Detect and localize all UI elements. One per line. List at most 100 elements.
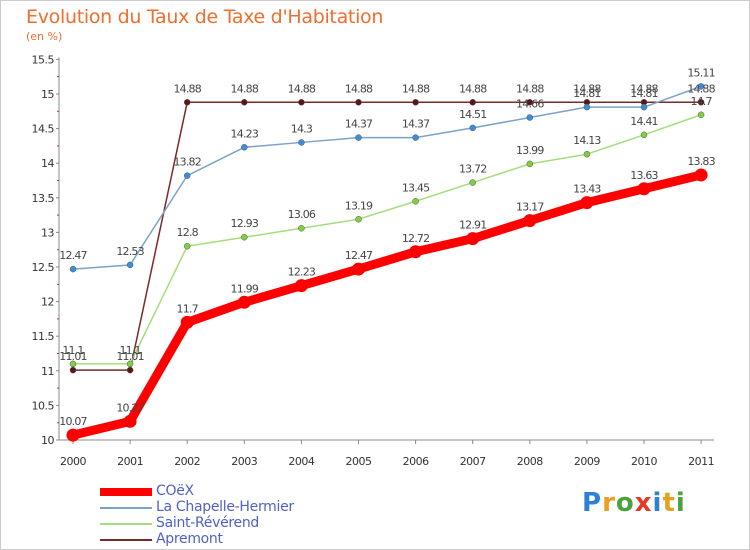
legend-swatch — [100, 488, 152, 496]
data-point — [126, 360, 134, 368]
data-label: 11.7 — [177, 302, 199, 315]
data-label: 14.88 — [573, 82, 601, 95]
brand-logo: Proxiti — [582, 488, 686, 518]
data-point — [583, 150, 591, 158]
brand-letter: P — [582, 488, 603, 518]
legend-label: Apremont — [156, 531, 223, 547]
data-point — [352, 262, 365, 276]
x-tick-label: 2003 — [231, 455, 257, 468]
data-point — [183, 99, 191, 106]
data-label: 14.7 — [690, 95, 712, 108]
y-tick-label: 10 — [41, 434, 54, 447]
x-tick-label: 2004 — [288, 455, 314, 468]
series-line — [72, 101, 702, 371]
data-point — [241, 99, 248, 106]
data-label: 13.72 — [459, 163, 487, 176]
data-label: 13.83 — [687, 155, 715, 168]
x-tick-label: 2010 — [631, 455, 657, 468]
data-point — [469, 124, 476, 132]
data-point — [469, 179, 476, 186]
data-label: 10.07 — [59, 415, 87, 428]
y-tick-label: 11.5 — [32, 330, 55, 343]
legend-label: Saint-Révérend — [156, 515, 260, 531]
data-point — [412, 134, 419, 141]
data-label: 14.66 — [516, 98, 544, 111]
legend-label: La Chapelle-Hermier — [156, 499, 294, 515]
data-point — [355, 134, 362, 141]
data-point — [469, 99, 476, 106]
y-tick-label: 13 — [41, 226, 54, 239]
data-point — [697, 83, 705, 90]
data-label: 13.63 — [630, 169, 658, 182]
data-point — [523, 214, 537, 228]
data-label: 14.88 — [173, 82, 201, 95]
data-label: 14.88 — [288, 82, 316, 95]
data-label: 14.23 — [231, 127, 259, 140]
axes: 10 10.5 11 11.5 12 12.5 13 13.5 14 14.5 15 15.5 2000… — [32, 53, 715, 468]
data-point — [583, 103, 591, 111]
data-point — [697, 99, 705, 106]
data-label: 15.11 — [687, 66, 715, 79]
data-point — [183, 242, 191, 250]
data-label: 14.81 — [573, 87, 601, 100]
brand-letter: r — [602, 488, 616, 518]
series-lines — [68, 85, 706, 440]
data-point — [640, 103, 648, 111]
data-label: 11.1 — [62, 344, 83, 357]
data-point — [355, 99, 362, 106]
data-label: 14.81 — [630, 87, 658, 100]
data-point — [526, 114, 534, 121]
x-tick-label: 2007 — [460, 455, 486, 468]
data-point — [298, 99, 305, 106]
legend-swatch — [100, 523, 152, 525]
x-tick-label: 2008 — [517, 455, 543, 468]
series-line — [68, 170, 706, 440]
data-point — [697, 111, 705, 119]
data-point — [637, 182, 651, 196]
data-point — [526, 160, 534, 168]
data-label: 13.19 — [345, 199, 373, 212]
data-label: 14.88 — [516, 82, 544, 95]
data-point — [183, 172, 191, 179]
series-line — [72, 114, 702, 365]
data-label: 14.3 — [291, 122, 313, 135]
data-labels: 11.01 11.01 14.88 14.88 14.88 14.88 14.88 14.88… — [59, 66, 716, 428]
series-markers — [66, 83, 708, 442]
data-label: 13.06 — [288, 208, 316, 221]
x-tick-label: 2011 — [688, 455, 714, 468]
data-label: 14.41 — [630, 115, 658, 128]
data-label: 14.37 — [345, 118, 373, 131]
data-point — [69, 360, 77, 368]
data-label: 12.23 — [288, 266, 316, 279]
x-tick-label: 2000 — [60, 455, 86, 468]
data-label: 12.47 — [345, 249, 373, 262]
data-point — [126, 261, 134, 269]
data-point — [580, 196, 594, 210]
data-point — [241, 233, 248, 241]
data-label: 11.99 — [231, 282, 259, 295]
y-tick-label: 15.5 — [32, 53, 55, 66]
brand-letter: t — [662, 488, 676, 518]
brand-letter: i — [675, 488, 686, 518]
y-tick-label: 13.5 — [32, 192, 55, 205]
chart-title: Evolution du Taux de Taxe d'Habitation — [26, 6, 384, 28]
data-point — [180, 315, 194, 329]
data-point — [298, 139, 305, 146]
data-label: 13.45 — [402, 181, 430, 194]
y-tick-label: 12.5 — [32, 261, 55, 274]
y-tick-label: 11 — [41, 365, 54, 378]
data-point — [126, 366, 134, 374]
x-tick-label: 2002 — [174, 455, 200, 468]
data-label: 11.01 — [116, 350, 144, 363]
data-label: 14.88 — [459, 82, 487, 95]
data-point — [294, 279, 308, 293]
data-point — [694, 168, 708, 182]
data-label: 11.01 — [59, 350, 87, 363]
data-point — [466, 232, 480, 246]
data-label: 14.88 — [231, 82, 259, 95]
data-point — [355, 216, 362, 223]
legend-label: COëX — [156, 483, 194, 499]
data-label: 12.93 — [231, 217, 259, 230]
data-label: 12.47 — [59, 249, 87, 262]
